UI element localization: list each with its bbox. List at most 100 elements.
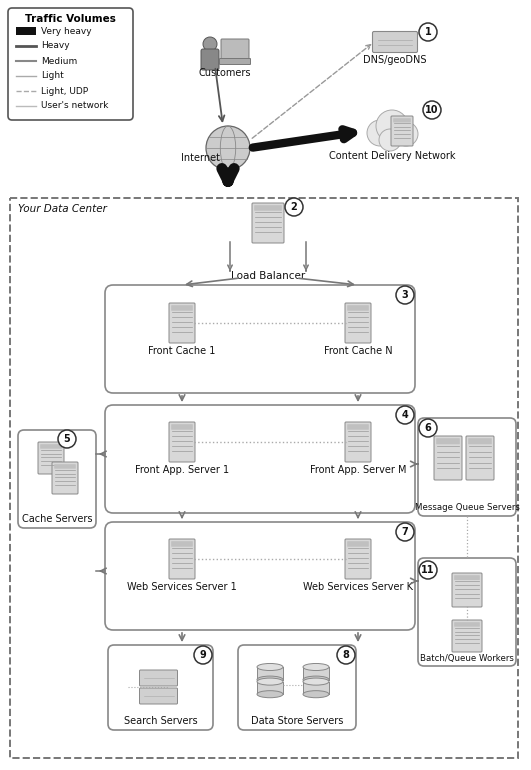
Ellipse shape — [257, 691, 283, 698]
FancyBboxPatch shape — [347, 305, 369, 311]
FancyBboxPatch shape — [8, 8, 133, 120]
FancyBboxPatch shape — [52, 462, 78, 494]
FancyBboxPatch shape — [108, 645, 213, 730]
FancyBboxPatch shape — [393, 119, 411, 122]
FancyBboxPatch shape — [257, 667, 283, 680]
Ellipse shape — [303, 691, 329, 698]
FancyBboxPatch shape — [169, 303, 195, 343]
FancyBboxPatch shape — [252, 203, 284, 243]
FancyBboxPatch shape — [38, 442, 64, 474]
Circle shape — [376, 110, 408, 142]
Circle shape — [337, 646, 355, 664]
FancyBboxPatch shape — [436, 438, 460, 444]
Ellipse shape — [257, 678, 283, 685]
Circle shape — [203, 37, 217, 51]
Circle shape — [285, 198, 303, 216]
FancyBboxPatch shape — [347, 424, 369, 430]
Text: Search Servers: Search Servers — [124, 716, 198, 726]
FancyBboxPatch shape — [105, 522, 415, 630]
Text: Web Services Server K: Web Services Server K — [303, 582, 413, 592]
FancyBboxPatch shape — [434, 436, 462, 480]
Ellipse shape — [303, 676, 329, 683]
FancyBboxPatch shape — [40, 444, 62, 449]
FancyBboxPatch shape — [452, 573, 482, 607]
Text: Content Delivery Network: Content Delivery Network — [329, 151, 455, 161]
Text: 2: 2 — [290, 202, 297, 212]
FancyBboxPatch shape — [219, 59, 251, 65]
FancyBboxPatch shape — [418, 558, 516, 666]
Text: Load Balancer: Load Balancer — [231, 271, 305, 281]
Circle shape — [419, 23, 437, 41]
FancyBboxPatch shape — [171, 541, 193, 547]
Text: 11: 11 — [421, 565, 435, 575]
Text: Message Queue Servers: Message Queue Servers — [415, 503, 519, 511]
FancyBboxPatch shape — [345, 539, 371, 579]
Text: Heavy: Heavy — [41, 42, 70, 51]
Text: Front Cache 1: Front Cache 1 — [148, 346, 216, 356]
Ellipse shape — [303, 664, 329, 671]
Text: Cache Servers: Cache Servers — [22, 514, 92, 524]
Circle shape — [396, 523, 414, 541]
Text: DNS/geoDNS: DNS/geoDNS — [363, 55, 427, 65]
FancyBboxPatch shape — [171, 305, 193, 311]
FancyBboxPatch shape — [345, 303, 371, 343]
Text: Web Services Server 1: Web Services Server 1 — [127, 582, 237, 592]
Text: User's network: User's network — [41, 102, 108, 111]
Circle shape — [58, 430, 76, 448]
FancyBboxPatch shape — [16, 27, 36, 35]
Text: Light, UDP: Light, UDP — [41, 86, 88, 95]
Text: 6: 6 — [425, 423, 431, 433]
Text: Front App. Server 1: Front App. Server 1 — [135, 465, 229, 475]
Text: Batch/Queue Workers: Batch/Queue Workers — [420, 654, 514, 662]
FancyBboxPatch shape — [238, 645, 356, 730]
FancyBboxPatch shape — [257, 681, 283, 695]
FancyBboxPatch shape — [54, 464, 76, 469]
FancyBboxPatch shape — [454, 575, 480, 580]
Text: 10: 10 — [425, 105, 439, 115]
Text: 3: 3 — [401, 290, 408, 300]
Circle shape — [396, 406, 414, 424]
Text: Traffic Volumes: Traffic Volumes — [25, 14, 116, 24]
FancyBboxPatch shape — [169, 422, 195, 462]
Circle shape — [419, 561, 437, 579]
FancyBboxPatch shape — [454, 622, 480, 627]
FancyBboxPatch shape — [468, 438, 492, 444]
FancyBboxPatch shape — [373, 32, 417, 52]
FancyBboxPatch shape — [171, 424, 193, 430]
FancyBboxPatch shape — [466, 436, 494, 480]
FancyBboxPatch shape — [452, 620, 482, 652]
Text: 5: 5 — [64, 434, 71, 444]
Text: 7: 7 — [401, 527, 408, 537]
Text: 9: 9 — [200, 650, 207, 660]
FancyBboxPatch shape — [347, 541, 369, 547]
FancyBboxPatch shape — [105, 285, 415, 393]
Text: Customers: Customers — [199, 68, 251, 78]
FancyBboxPatch shape — [221, 39, 249, 59]
Text: Light: Light — [41, 72, 64, 81]
FancyBboxPatch shape — [169, 539, 195, 579]
FancyBboxPatch shape — [303, 681, 329, 695]
Circle shape — [379, 129, 401, 151]
FancyBboxPatch shape — [345, 422, 371, 462]
Text: Your Data Center: Your Data Center — [18, 204, 107, 214]
FancyBboxPatch shape — [418, 418, 516, 516]
FancyBboxPatch shape — [391, 116, 413, 146]
Text: Front Cache N: Front Cache N — [324, 346, 392, 356]
Ellipse shape — [257, 676, 283, 683]
Circle shape — [419, 419, 437, 437]
Text: 8: 8 — [342, 650, 349, 660]
Circle shape — [394, 122, 418, 146]
Text: Front App. Server M: Front App. Server M — [310, 465, 406, 475]
Text: 4: 4 — [401, 410, 408, 420]
FancyBboxPatch shape — [303, 667, 329, 680]
FancyBboxPatch shape — [140, 688, 177, 704]
FancyBboxPatch shape — [18, 430, 96, 528]
Text: Very heavy: Very heavy — [41, 26, 92, 35]
Circle shape — [206, 126, 250, 170]
Text: Internet: Internet — [181, 153, 219, 163]
Text: Medium: Medium — [41, 56, 77, 65]
Ellipse shape — [303, 678, 329, 685]
Circle shape — [396, 286, 414, 304]
FancyBboxPatch shape — [140, 670, 177, 686]
FancyBboxPatch shape — [105, 405, 415, 513]
